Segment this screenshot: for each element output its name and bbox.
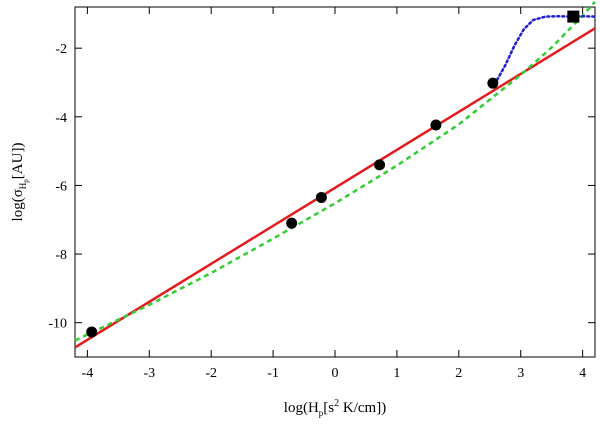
data-point: [430, 119, 442, 131]
x-tick-label: 3: [517, 366, 524, 381]
data-point-square: [567, 10, 580, 23]
plot-frame: [74, 6, 596, 358]
x-tick-label: 1: [393, 366, 400, 381]
dotted-line-series: [493, 15, 597, 86]
y-tick-label: -6: [55, 179, 67, 194]
x-tick-label: -4: [82, 366, 94, 381]
y-tick-label: -2: [55, 42, 67, 57]
data-point: [374, 159, 386, 171]
y-tick-label: -4: [55, 111, 67, 126]
x-tick-label: -3: [143, 366, 155, 381]
data-point: [86, 326, 98, 338]
solid-line-series: [74, 27, 596, 349]
y-axis-title: log(σHp[AU]): [10, 143, 30, 222]
ticks: -4 -3 -2 -1 0 1 2 3 4-10-8-6-4-2: [48, 7, 595, 381]
x-tick-label: 0: [332, 366, 339, 381]
data-point: [487, 77, 499, 89]
dashed-line-series: [74, 1, 596, 342]
x-tick-label: -1: [267, 366, 279, 381]
x-axis-title: log(Hp[s2 K/cm]): [284, 398, 386, 418]
y-tick-label: -10: [48, 317, 67, 332]
data-point: [315, 191, 327, 203]
x-tick-label: -2: [205, 366, 217, 381]
y-tick-label: -8: [55, 248, 67, 263]
data-point: [286, 217, 298, 229]
series-layer: [74, 1, 597, 349]
x-tick-label: 2: [455, 366, 462, 381]
x-tick-label: 4: [579, 366, 586, 381]
